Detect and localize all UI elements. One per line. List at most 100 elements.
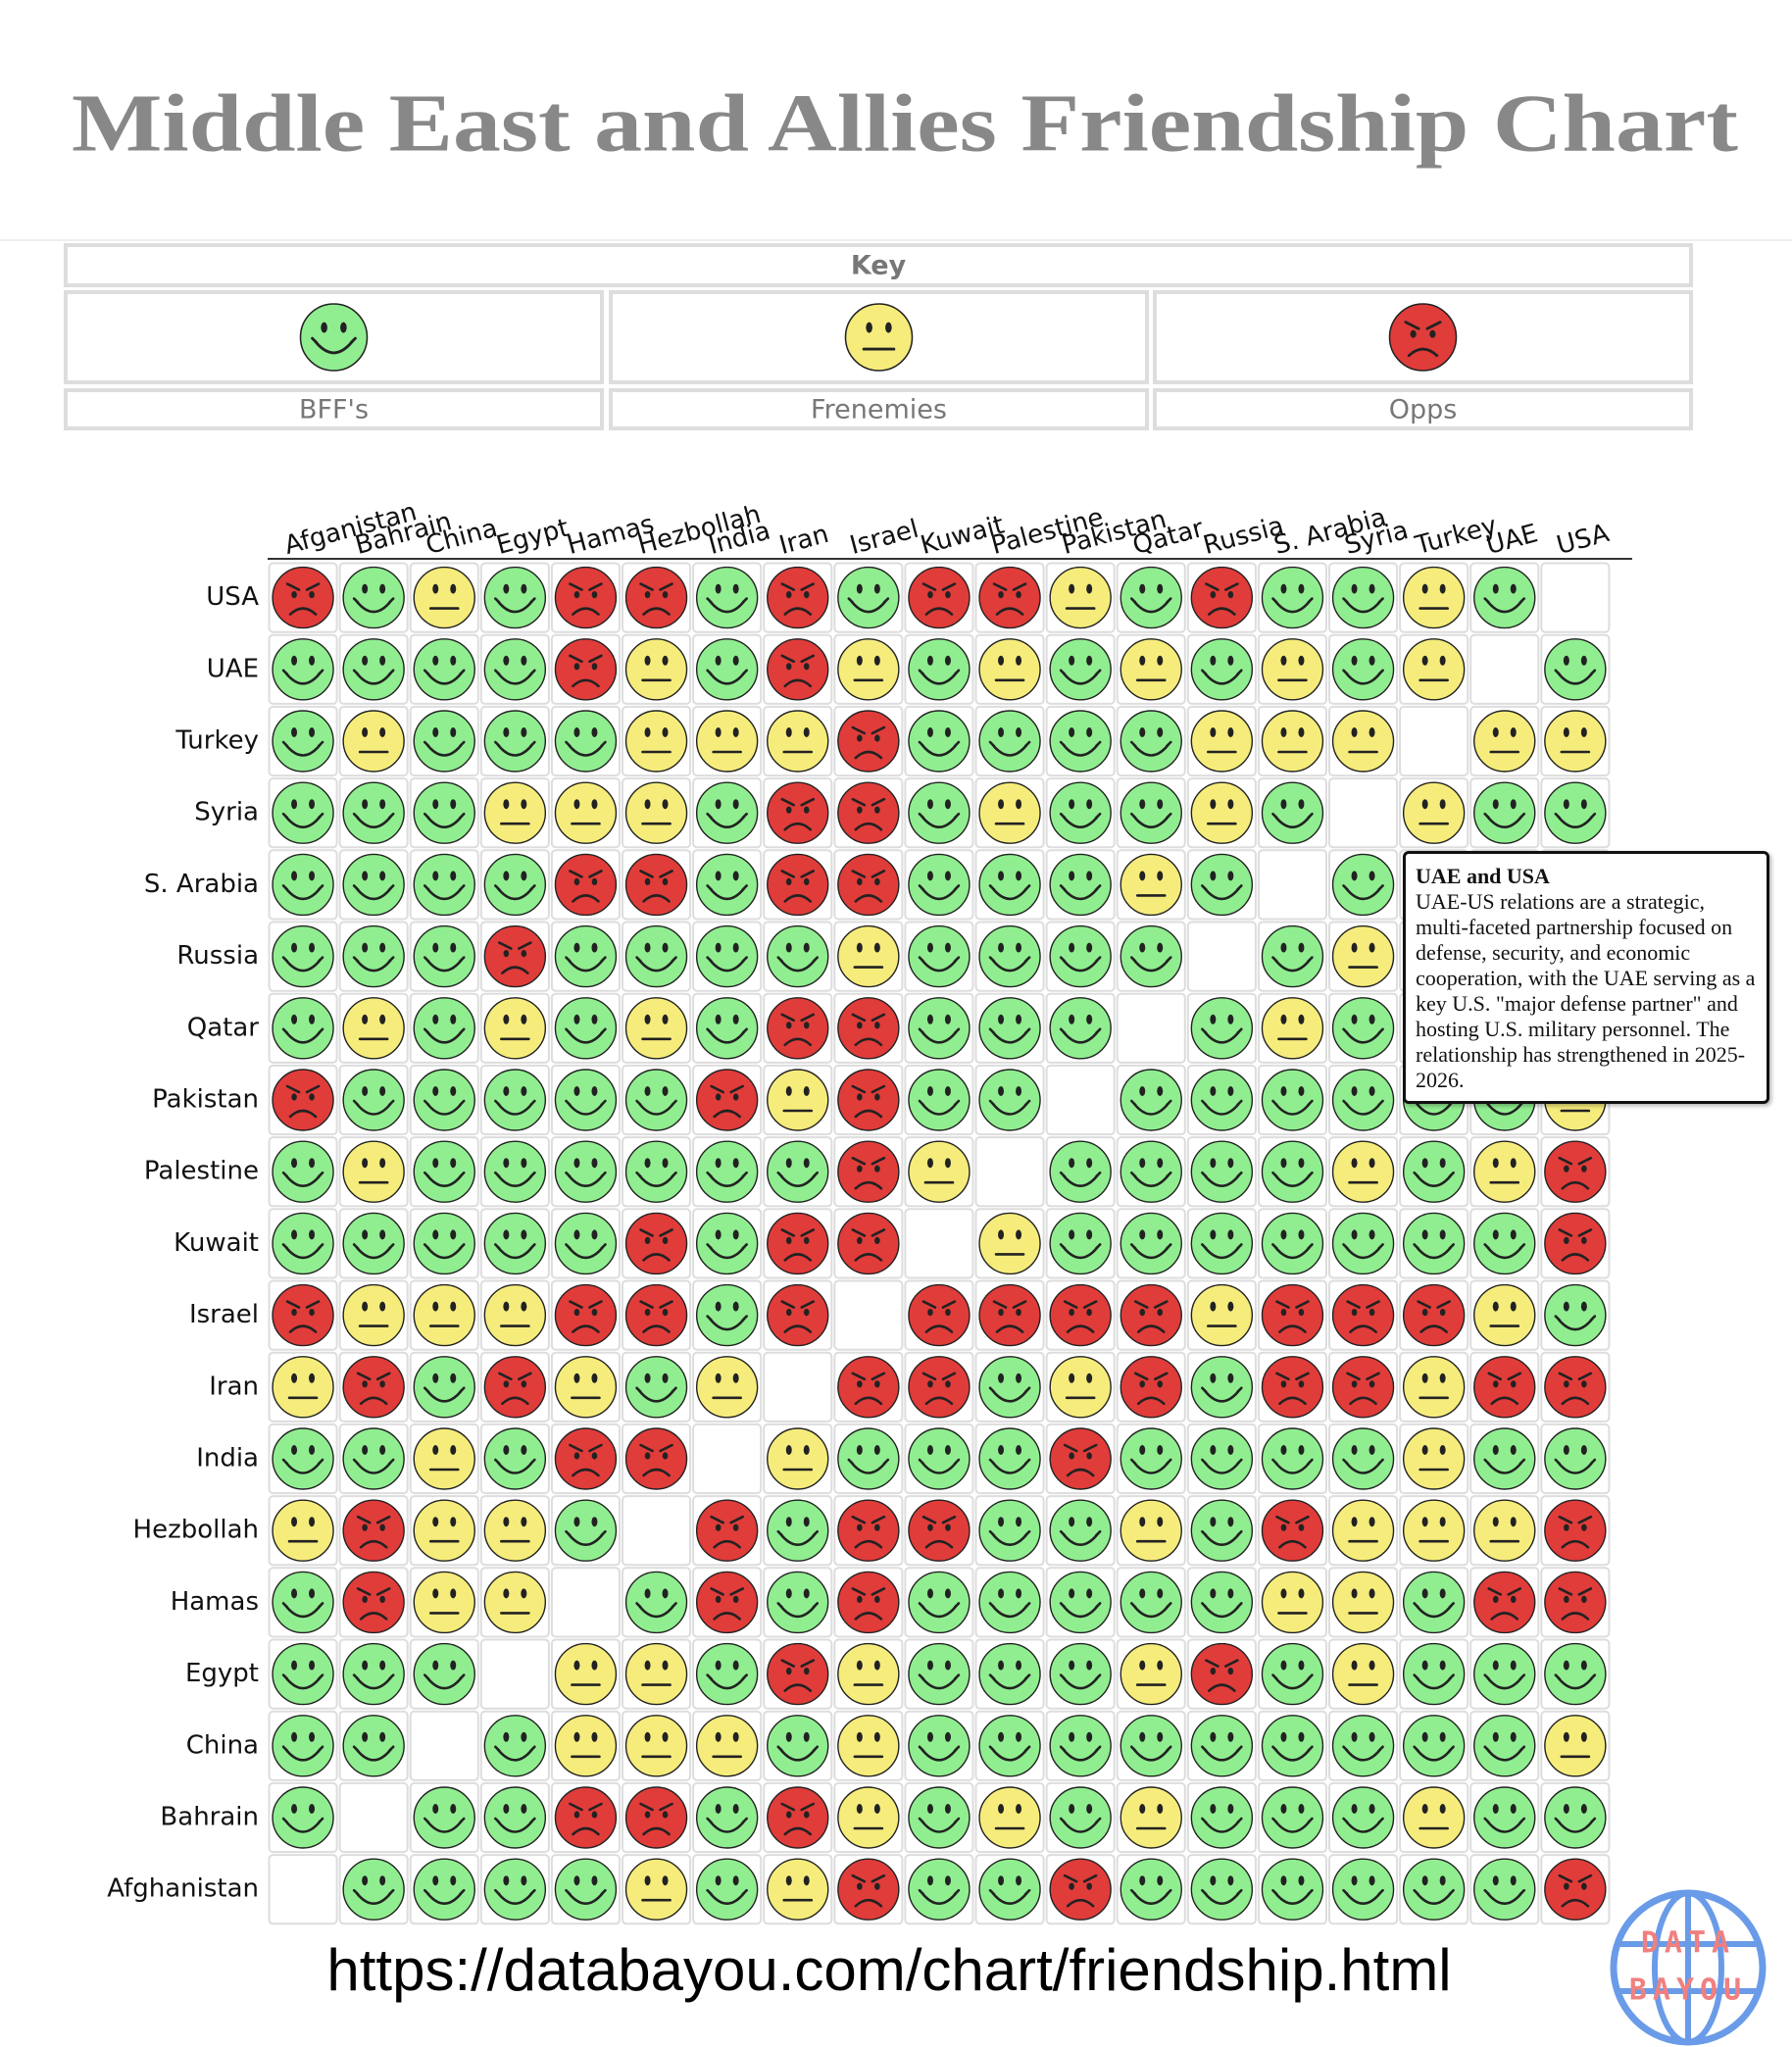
mouth xyxy=(565,740,607,757)
eye xyxy=(1069,1517,1075,1527)
eye xyxy=(785,1517,792,1527)
mouth xyxy=(1561,1253,1590,1262)
eye xyxy=(927,591,933,599)
eye xyxy=(1086,1309,1092,1317)
face xyxy=(1120,638,1182,701)
eye xyxy=(1563,1660,1569,1671)
brow xyxy=(1487,1587,1522,1596)
brow xyxy=(1205,1659,1239,1668)
eye xyxy=(1210,1731,1217,1742)
eye xyxy=(715,1875,722,1886)
mouth xyxy=(1271,1745,1314,1762)
eye xyxy=(1298,1523,1305,1531)
eye xyxy=(1439,1229,1446,1240)
cell xyxy=(763,1351,833,1423)
eye xyxy=(1157,1158,1164,1169)
mouth xyxy=(706,1171,748,1187)
face xyxy=(1120,1858,1182,1921)
face-cell xyxy=(767,1212,829,1275)
eye xyxy=(945,591,951,599)
face-cell xyxy=(483,1786,547,1849)
mouth xyxy=(776,1745,820,1762)
eye xyxy=(1439,1517,1446,1527)
eye xyxy=(1298,583,1305,594)
eye xyxy=(1227,727,1234,737)
mouth xyxy=(1066,1324,1095,1333)
eye xyxy=(521,871,527,881)
brow xyxy=(992,1300,1027,1309)
brow xyxy=(851,1013,886,1023)
face-cell xyxy=(554,1427,618,1490)
mouth xyxy=(783,678,813,688)
face xyxy=(767,1212,829,1275)
eye xyxy=(1280,1804,1287,1814)
face-cell xyxy=(1049,924,1112,988)
face xyxy=(554,1140,618,1203)
face xyxy=(342,1212,405,1275)
mouth xyxy=(924,1324,954,1333)
face xyxy=(695,1715,759,1777)
face xyxy=(483,1212,547,1275)
face-cell xyxy=(1473,1571,1536,1634)
eye xyxy=(521,1301,527,1312)
eye xyxy=(291,871,298,881)
eye xyxy=(944,1445,951,1455)
face xyxy=(1190,1356,1254,1419)
face-cell xyxy=(1049,1715,1112,1777)
eye xyxy=(521,1086,527,1096)
mouth xyxy=(1059,956,1102,973)
eye xyxy=(521,1445,527,1455)
mouth xyxy=(1342,1099,1384,1116)
eye xyxy=(874,1380,880,1388)
face xyxy=(1544,1140,1607,1203)
face-cell xyxy=(978,1069,1041,1131)
face-cell xyxy=(1120,1212,1182,1275)
eye xyxy=(1086,1731,1093,1742)
mouth xyxy=(713,1539,741,1549)
eye xyxy=(1280,942,1287,953)
eye xyxy=(432,655,439,666)
eye xyxy=(732,799,739,810)
eye xyxy=(503,1014,510,1024)
row-label: Afghanistan xyxy=(107,1874,259,1904)
mouth xyxy=(1129,1602,1172,1619)
face xyxy=(272,781,334,844)
mouth xyxy=(1561,1396,1590,1406)
face-cell xyxy=(1120,1571,1182,1634)
eye xyxy=(432,1014,439,1024)
eye xyxy=(873,1660,880,1671)
face-cell xyxy=(272,1283,334,1347)
eye xyxy=(450,799,457,810)
face-cell xyxy=(767,710,829,773)
mouth xyxy=(924,607,954,616)
eye xyxy=(785,1022,792,1029)
face xyxy=(413,710,475,773)
mouth xyxy=(494,597,536,614)
face xyxy=(1544,1356,1607,1419)
face xyxy=(908,1069,971,1131)
eye xyxy=(1139,799,1146,810)
eye xyxy=(715,655,722,666)
face-cell xyxy=(1473,1356,1536,1419)
eye xyxy=(1086,799,1093,810)
mouth xyxy=(1201,1243,1243,1260)
eye xyxy=(1563,727,1569,737)
eye xyxy=(715,1660,722,1671)
face-cell xyxy=(1544,710,1607,773)
eye xyxy=(1510,1804,1517,1814)
eye xyxy=(1421,1309,1428,1317)
mouth xyxy=(783,607,813,616)
eye xyxy=(1369,1014,1375,1024)
eye xyxy=(432,1804,439,1814)
eye xyxy=(362,1229,369,1240)
mouth xyxy=(281,1243,324,1260)
mouth xyxy=(1201,1386,1243,1403)
face-cell xyxy=(1544,1140,1607,1203)
face xyxy=(1261,1858,1324,1921)
mouth xyxy=(995,1324,1024,1333)
face-cell xyxy=(554,781,618,844)
brow xyxy=(569,582,603,591)
face-cell xyxy=(837,853,900,917)
eye xyxy=(1298,1014,1305,1024)
mouth xyxy=(1342,597,1384,614)
